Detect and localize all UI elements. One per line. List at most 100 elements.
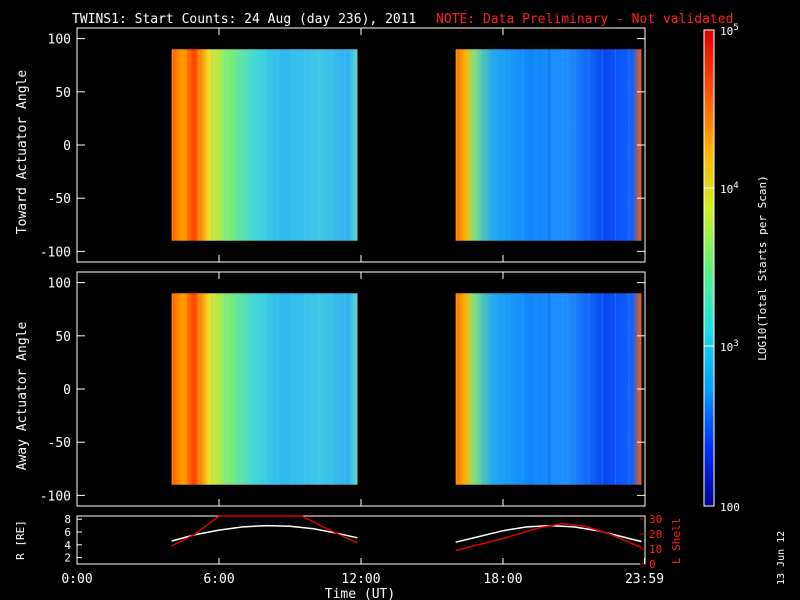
heatmap-streak bbox=[317, 49, 319, 241]
heatmap-segment bbox=[455, 49, 642, 241]
y-tick-label: 50 bbox=[55, 86, 71, 101]
heatmap-streak bbox=[198, 293, 200, 485]
heatmap-streak bbox=[482, 293, 484, 485]
heatmap-streak bbox=[211, 49, 213, 241]
heatmap-segment bbox=[455, 293, 642, 485]
heatmap-streak bbox=[317, 293, 319, 485]
heatmap-streak bbox=[264, 49, 266, 241]
heatmap-streak bbox=[330, 49, 333, 241]
colorbar: 105 104 103 100 bbox=[703, 23, 740, 514]
radius-tick-label: 8 bbox=[64, 513, 71, 526]
heatmap-streak bbox=[575, 293, 577, 485]
radius-tick-label: 2 bbox=[64, 552, 71, 565]
heatmap-streak bbox=[224, 293, 226, 485]
heatmap-streak bbox=[522, 49, 524, 241]
heatmap-streak bbox=[522, 293, 524, 485]
heatmap-streak bbox=[238, 49, 240, 241]
y-tick-label: 0 bbox=[63, 139, 71, 154]
colorbar-tick-label: 103 bbox=[720, 339, 739, 354]
heatmap-streak bbox=[468, 293, 471, 485]
time-tick-label: 0:00 bbox=[61, 572, 92, 587]
time-tick-label: 6:00 bbox=[203, 572, 234, 587]
colorbar-tick-label: 100 bbox=[720, 501, 740, 514]
heatmap-streak bbox=[535, 293, 537, 485]
lshell-line bbox=[171, 515, 358, 547]
date-stamp: 13 Jun 12 bbox=[776, 531, 787, 585]
heatmap-streak bbox=[291, 49, 293, 241]
heatmap-streak bbox=[344, 49, 346, 241]
colorbar-exponent: 4 bbox=[733, 181, 738, 191]
time-tick-label: 23:59 bbox=[625, 572, 664, 587]
colorbar-tick-label: 105 bbox=[720, 23, 739, 38]
heatmap-streak bbox=[455, 293, 457, 485]
chart-title: TWINS1: Start Counts: 24 Aug (day 236), … bbox=[72, 12, 416, 27]
heatmap-streak bbox=[601, 293, 603, 485]
colorbar-exponent: 3 bbox=[733, 339, 738, 349]
toward-axis-title: Toward Actuator Angle bbox=[15, 70, 30, 235]
radius-tick-label: 4 bbox=[64, 539, 71, 552]
heatmap-streak bbox=[588, 293, 590, 485]
colorbar-label: LOG10(Total Starts per Scan) bbox=[756, 175, 769, 360]
heatmap-streak bbox=[264, 293, 266, 485]
heatmap-streak bbox=[330, 293, 333, 485]
radius-line bbox=[455, 524, 642, 543]
radius-axis-title: R [RE] bbox=[14, 520, 27, 560]
heatmap-streak bbox=[508, 293, 510, 485]
heatmap-streak bbox=[304, 293, 306, 485]
y-tick-label: 50 bbox=[55, 330, 71, 345]
heatmap-segment bbox=[171, 293, 358, 485]
heatmap-streak bbox=[171, 293, 173, 485]
heatmap-streak bbox=[184, 49, 187, 241]
heatmap-streak bbox=[614, 49, 617, 241]
heatmap-streak bbox=[495, 293, 497, 485]
heatmap-streak bbox=[588, 49, 590, 241]
time-tick-label: 12:00 bbox=[341, 572, 380, 587]
heatmap-streak bbox=[251, 49, 253, 241]
heatmap-streak bbox=[455, 49, 457, 241]
heatmap-streak bbox=[277, 49, 280, 241]
heatmap-streak bbox=[508, 49, 510, 241]
heatmap-streak bbox=[482, 49, 484, 241]
heatmap-streak bbox=[628, 49, 630, 241]
heatmap-streak bbox=[291, 293, 293, 485]
heatmap-streak bbox=[184, 293, 187, 485]
lshell-tick-label: 0 bbox=[649, 558, 656, 571]
colorbar-exponent: 5 bbox=[733, 23, 738, 33]
y-tick-label: 100 bbox=[48, 33, 71, 48]
heatmap-streak bbox=[304, 49, 306, 241]
heatmap-streak bbox=[198, 49, 200, 241]
lshell-tick-label: 30 bbox=[649, 513, 662, 526]
radius-tick-label: 6 bbox=[64, 526, 71, 539]
lshell-tick-label: 20 bbox=[649, 528, 662, 541]
y-tick-label: -50 bbox=[48, 192, 71, 207]
heatmap-streak bbox=[614, 293, 617, 485]
heatmap-streak bbox=[575, 49, 577, 241]
heatmap-streak bbox=[251, 293, 253, 485]
lshell-line bbox=[455, 522, 642, 552]
heatmap-streak bbox=[601, 49, 603, 241]
heatmap-streak bbox=[561, 49, 564, 241]
toward-heatmap-panel: 100 50 0 -50 -100 bbox=[40, 27, 646, 263]
heatmap-streak bbox=[211, 293, 213, 485]
heatmap-streak bbox=[548, 293, 550, 485]
heatmap-streak bbox=[277, 293, 280, 485]
heatmap-segment bbox=[171, 49, 358, 241]
y-tick-label: -100 bbox=[40, 489, 71, 504]
lshell-axis-title: L Shell bbox=[670, 518, 683, 564]
y-tick-label: 0 bbox=[63, 383, 71, 398]
y-tick-label: 100 bbox=[48, 277, 71, 292]
heatmap-streak bbox=[535, 49, 537, 241]
heatmap-streak bbox=[344, 293, 346, 485]
heatmap-streak bbox=[548, 49, 550, 241]
away-axis-title: Away Actuator Angle bbox=[15, 321, 30, 470]
heatmap-streak bbox=[238, 293, 240, 485]
time-axis-title: Time (UT) bbox=[325, 587, 395, 600]
time-tick-label: 18:00 bbox=[483, 572, 522, 587]
heatmap-streak bbox=[495, 49, 497, 241]
away-heatmap-panel: 100 50 0 -50 -100 bbox=[40, 271, 646, 507]
heatmap-streak bbox=[171, 49, 173, 241]
colorbar-tick-label: 104 bbox=[720, 181, 739, 196]
